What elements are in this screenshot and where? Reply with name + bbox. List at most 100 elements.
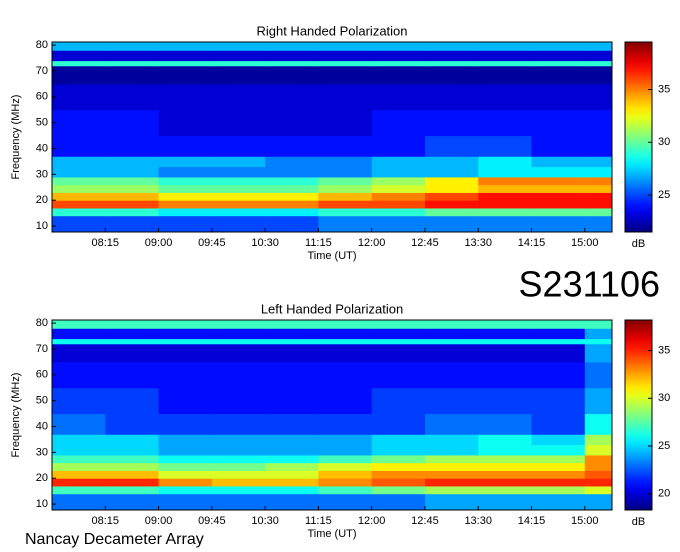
cell: [265, 470, 319, 479]
cell: [478, 184, 532, 193]
cell: [105, 387, 160, 415]
cell: [531, 328, 586, 340]
chart-title: Right Handed Polarization: [256, 23, 407, 38]
cell: [158, 156, 213, 168]
cell: [52, 387, 106, 415]
cell: [158, 328, 213, 340]
cell: [52, 434, 106, 446]
cell: [158, 166, 213, 178]
cell: [158, 42, 213, 51]
cell: [265, 328, 319, 340]
cell: [478, 320, 532, 329]
cell: [52, 444, 106, 456]
x-tick-label: 12:45: [411, 515, 439, 527]
cell: [371, 215, 426, 233]
cell: [478, 215, 532, 233]
cell: [584, 50, 613, 62]
cell: [584, 470, 613, 479]
cell: [318, 65, 373, 85]
y-tick-label: 30: [36, 168, 48, 180]
cell: [424, 361, 479, 389]
cell: [318, 454, 373, 464]
cell: [52, 413, 106, 435]
cell: [52, 343, 106, 363]
cell: [424, 343, 479, 363]
x-tick-label: 09:45: [198, 237, 226, 249]
cell: [105, 166, 160, 178]
cell: [371, 444, 426, 456]
x-tick-label: 11:15: [305, 515, 332, 527]
cell: [424, 387, 479, 415]
cell: [211, 65, 266, 85]
cell: [105, 83, 160, 111]
colorbar-tick-label: 20: [658, 488, 670, 500]
cell: [105, 42, 160, 51]
cell: [211, 361, 266, 389]
x-tick-label: 12:45: [411, 237, 439, 249]
cell: [105, 207, 160, 217]
cell: [52, 462, 106, 471]
cell: [265, 343, 319, 363]
y-tick-label: 40: [36, 142, 48, 154]
cell: [105, 361, 160, 389]
x-tick-label: 14:15: [518, 515, 546, 527]
cell: [158, 434, 213, 446]
cell: [531, 493, 586, 511]
cell: [531, 184, 586, 193]
y-tick-label: 50: [36, 117, 48, 129]
cell: [211, 184, 266, 193]
cell: [424, 109, 479, 137]
cell: [424, 176, 479, 186]
cell: [424, 338, 479, 345]
cell: [424, 65, 479, 85]
x-tick-label: 09:00: [145, 237, 173, 249]
chart-title: Left Handed Polarization: [261, 301, 403, 316]
x-tick-label: 09:00: [145, 515, 173, 527]
cell: [531, 338, 586, 345]
cell: [265, 462, 319, 471]
cell: [318, 361, 373, 389]
cell: [211, 83, 266, 111]
cell: [211, 200, 266, 209]
cell: [531, 361, 586, 389]
cell: [531, 215, 586, 233]
cell: [52, 454, 106, 464]
cell: [52, 328, 106, 340]
cell: [531, 60, 586, 67]
cell: [211, 50, 266, 62]
y-tick-label: 10: [36, 498, 48, 510]
cell: [371, 42, 426, 51]
x-tick-label: 08:15: [92, 237, 120, 249]
cell: [265, 60, 319, 67]
cell: [531, 413, 586, 435]
cell: [265, 444, 319, 456]
cell: [105, 176, 160, 186]
cell: [584, 207, 613, 217]
cell: [158, 454, 213, 464]
cell: [371, 343, 426, 363]
colorbar-label: dB: [632, 516, 645, 528]
cell: [158, 320, 213, 329]
cell: [584, 184, 613, 193]
cell: [158, 50, 213, 62]
cell: [265, 207, 319, 217]
y-tick-label: 60: [36, 369, 48, 381]
cell: [158, 470, 213, 479]
cell: [371, 156, 426, 168]
cell: [105, 320, 160, 329]
cell: [371, 207, 426, 217]
cell: [371, 478, 426, 487]
cell: [52, 338, 106, 345]
cell: [211, 156, 266, 168]
cell: [478, 338, 532, 345]
cell: [265, 454, 319, 464]
cell: [318, 444, 373, 456]
plot-frame: [51, 319, 613, 511]
cell: [158, 462, 213, 471]
cell: [531, 166, 586, 178]
y-tick-label: 40: [36, 420, 48, 432]
cell: [424, 470, 479, 479]
cell: [265, 200, 319, 209]
cell: [584, 176, 613, 186]
cell: [265, 42, 319, 51]
